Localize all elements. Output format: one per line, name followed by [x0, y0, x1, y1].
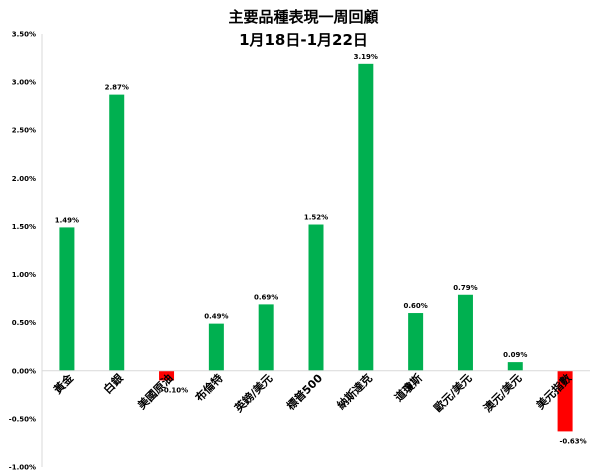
x-tick-label: 英鎊/美元	[231, 371, 276, 416]
bar	[507, 362, 523, 371]
x-tick-label: 黃金	[50, 370, 77, 397]
data-label: 0.09%	[503, 351, 527, 359]
data-label: 1.49%	[55, 216, 79, 224]
y-tick-label: -1.00%	[9, 464, 36, 472]
y-tick-label: 1.50%	[12, 223, 36, 231]
bar	[457, 294, 473, 371]
y-tick-label: 3.50%	[12, 31, 36, 39]
data-label: 2.87%	[105, 84, 129, 92]
data-label: 0.69%	[254, 293, 278, 301]
y-tick-label: 0.00%	[12, 367, 36, 375]
x-tick-label: 布倫特	[192, 371, 225, 404]
x-tick-label: 白銀	[100, 371, 125, 396]
x-tick-label: 澳元/美元	[481, 371, 525, 415]
bar	[258, 304, 274, 371]
bar	[59, 227, 75, 371]
y-tick-label: 2.00%	[12, 175, 36, 183]
bar	[308, 224, 324, 371]
y-tick-label: 0.50%	[12, 319, 36, 327]
x-tick-label: 標普500	[283, 371, 325, 413]
x-tick-label: 道瓊斯	[392, 371, 425, 404]
bar	[557, 370, 573, 432]
y-tick-label: 1.00%	[12, 271, 36, 279]
bar	[159, 370, 175, 381]
bar	[208, 323, 224, 371]
data-label: 3.19%	[354, 53, 378, 61]
chart-title: 主要品種表現一周回顧	[228, 8, 379, 26]
bar	[109, 94, 125, 371]
data-label: 0.60%	[403, 302, 427, 310]
y-tick-label: -0.50%	[9, 415, 36, 423]
data-label: 1.52%	[304, 214, 328, 222]
data-label: 0.49%	[204, 313, 228, 321]
data-label: -0.10%	[161, 386, 188, 394]
bar	[358, 63, 374, 371]
data-label: -0.63%	[559, 437, 586, 445]
x-tick-label: 歐元/美元	[431, 371, 475, 415]
y-tick-label: 3.00%	[12, 79, 36, 87]
bar	[408, 313, 424, 371]
x-tick-label: 納斯達克	[334, 371, 375, 412]
y-tick-label: 2.50%	[12, 127, 36, 135]
chart-subtitle: 1月18日-1月22日	[239, 31, 368, 49]
data-label: 0.79%	[453, 284, 477, 292]
